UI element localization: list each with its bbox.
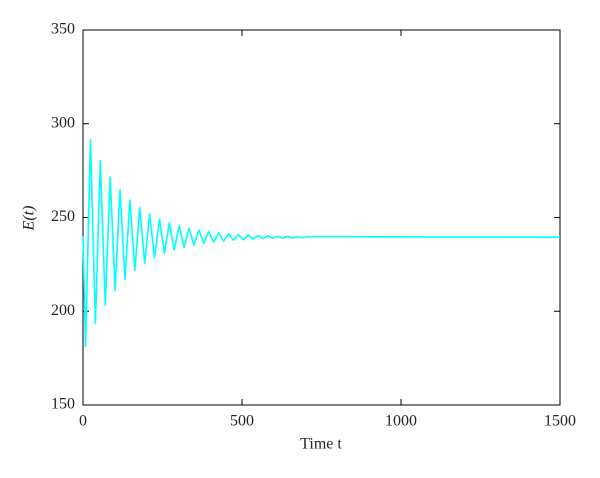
y-tick-label: 150	[51, 396, 75, 413]
x-tick-label: 1000	[385, 413, 417, 430]
data-line	[82, 139, 561, 348]
y-tick-label: 300	[51, 114, 75, 131]
y-tick-label: 350	[51, 21, 75, 38]
y-tick-label: 200	[51, 302, 75, 319]
y-axis-label: E(t)	[21, 206, 38, 232]
plot-frame	[82, 29, 561, 406]
x-tick-label: 0	[79, 413, 87, 430]
y-tick-label: 250	[51, 208, 75, 225]
x-tick-label: 500	[230, 413, 254, 430]
x-tick-label: 1500	[544, 413, 576, 430]
x-axis-label: Time t	[300, 436, 342, 453]
